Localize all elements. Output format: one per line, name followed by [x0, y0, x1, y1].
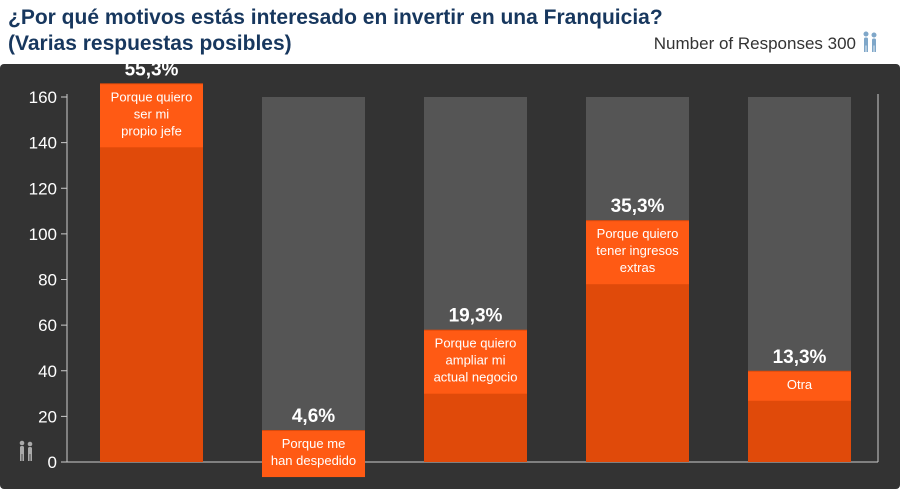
category-label: Otra: [787, 377, 813, 392]
column-background: [262, 97, 365, 462]
category-label-box: [748, 371, 851, 401]
category-label-box: [262, 431, 365, 478]
category-label: Porque me han despedido: [271, 436, 356, 468]
data-label: 55,3%: [125, 64, 179, 80]
category-label-box: [586, 221, 689, 285]
y-tick-label: 0: [48, 453, 57, 472]
y-tick-label: 160: [29, 88, 57, 107]
category-label: Porque quiero ampliar mi actual negocio: [434, 336, 518, 385]
data-label: 4,6%: [292, 406, 335, 427]
category-label-box: [424, 330, 527, 394]
bar-chart: 0 20 40 60 80 100 120 140 160 55,3% Porque quiero s…: [19, 64, 879, 478]
people-icon: [19, 440, 33, 461]
category-label: Porque quiero ser mi propio jefe: [111, 89, 193, 138]
people-icon: [863, 31, 877, 52]
data-label: 13,3%: [773, 347, 827, 368]
y-tick-label: 100: [29, 225, 57, 244]
y-tick-label: 60: [38, 316, 57, 335]
chart-subtitle: (Varias respuestas posibles): [8, 32, 292, 55]
category-label: Porque quiero tener ingresos extras: [596, 226, 679, 275]
responses-count: Number of Responses 300: [653, 34, 856, 53]
y-tick-label: 120: [29, 179, 57, 198]
y-tick-label: 20: [38, 407, 57, 426]
y-tick-label: 140: [29, 134, 57, 153]
chart-title: ¿Por qué motivos estás interesado en inv…: [8, 6, 663, 29]
y-tick-label: 40: [38, 362, 57, 381]
data-label: 35,3%: [611, 196, 665, 217]
category-label-box: [100, 84, 203, 148]
data-label: 19,3%: [449, 306, 503, 327]
y-tick-label: 80: [38, 271, 57, 290]
